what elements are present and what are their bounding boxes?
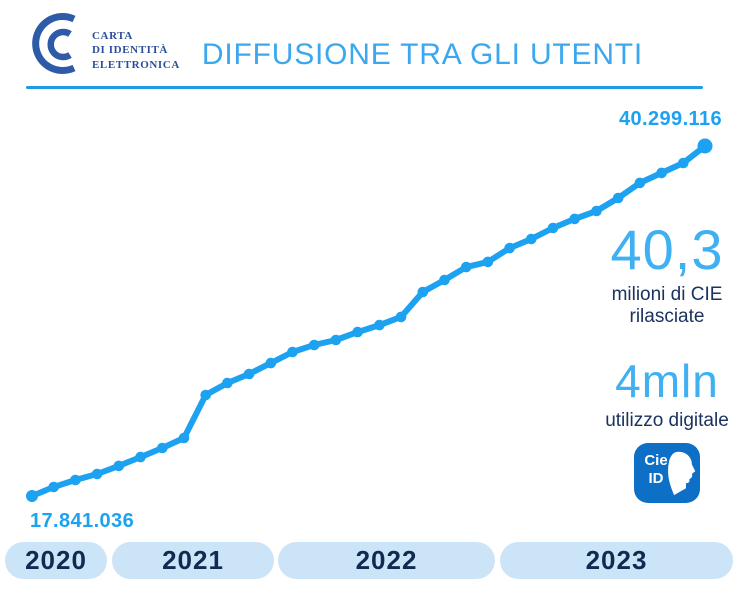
cie-caption-line-2: rilasciate: [629, 305, 705, 327]
data-point: [135, 451, 146, 463]
cie-total-value: 40,3: [610, 218, 724, 281]
data-point: [200, 389, 211, 401]
data-point: [352, 326, 363, 338]
logo-line-2: DI IDENTITÀ: [92, 44, 168, 57]
data-point: [417, 286, 429, 298]
data-point: [612, 192, 624, 204]
data-point: [460, 261, 472, 273]
logo-line-1: CARTA: [92, 30, 133, 42]
diffusion-line-chart: [26, 138, 713, 502]
data-point: [591, 205, 602, 217]
digital-usage-value: 4mln: [615, 354, 719, 407]
cieid-app-icon-label: Cie ID: [641, 452, 671, 490]
data-point: [656, 167, 667, 179]
data-point: [265, 357, 277, 369]
year-pill-2022: 2022: [278, 542, 495, 579]
cie-logo-icon: [32, 13, 76, 74]
year-pill-2020: 2020: [5, 542, 107, 579]
data-point: [504, 242, 515, 254]
data-point: [91, 468, 103, 480]
data-point: [70, 474, 81, 486]
cieid-label-line-1: Cie: [644, 451, 668, 469]
data-point: [113, 460, 125, 472]
cie-total-caption: milioni di CIE rilasciate: [588, 284, 746, 328]
data-point: [308, 339, 320, 351]
data-point: [287, 346, 298, 358]
logo-line-3: ELETTRONICA: [92, 58, 180, 71]
data-point: [48, 481, 59, 493]
title-underline: [26, 86, 703, 89]
chart-start-value-label: 17.841.036: [30, 510, 135, 532]
data-point: [697, 138, 713, 154]
data-point: [374, 319, 385, 331]
cie-caption-line-1: milioni di CIE: [611, 284, 723, 305]
chart-end-value-label: 40.299.116: [619, 108, 722, 130]
face-profile-icon: [668, 451, 696, 495]
logo-wordmark: CARTA DI IDENTITÀ ELETTRONICA: [92, 29, 202, 72]
cieid-label-line-2: ID: [648, 470, 664, 488]
digital-usage-caption: utilizzo digitale: [605, 409, 729, 431]
data-point: [26, 490, 38, 502]
data-point: [395, 311, 407, 323]
data-point: [157, 442, 168, 454]
data-point: [243, 368, 255, 380]
year-pill-2023: 2023: [500, 542, 733, 579]
data-point: [439, 274, 450, 286]
data-point: [482, 256, 494, 268]
data-point: [569, 213, 580, 225]
data-point: [330, 334, 342, 346]
data-point: [634, 177, 646, 189]
stats-column: 40,3 milioni di CIE rilasciate 4mln util…: [588, 222, 746, 503]
data-point: [222, 377, 233, 389]
data-point: [178, 432, 190, 444]
data-point: [547, 222, 559, 234]
cieid-app-icon: Cie ID: [634, 442, 700, 503]
page-title: DIFFUSIONE TRA GLI UTENTI: [201, 38, 644, 71]
data-point: [526, 233, 537, 245]
data-point: [678, 157, 689, 169]
year-pill-2021: 2021: [112, 542, 274, 579]
